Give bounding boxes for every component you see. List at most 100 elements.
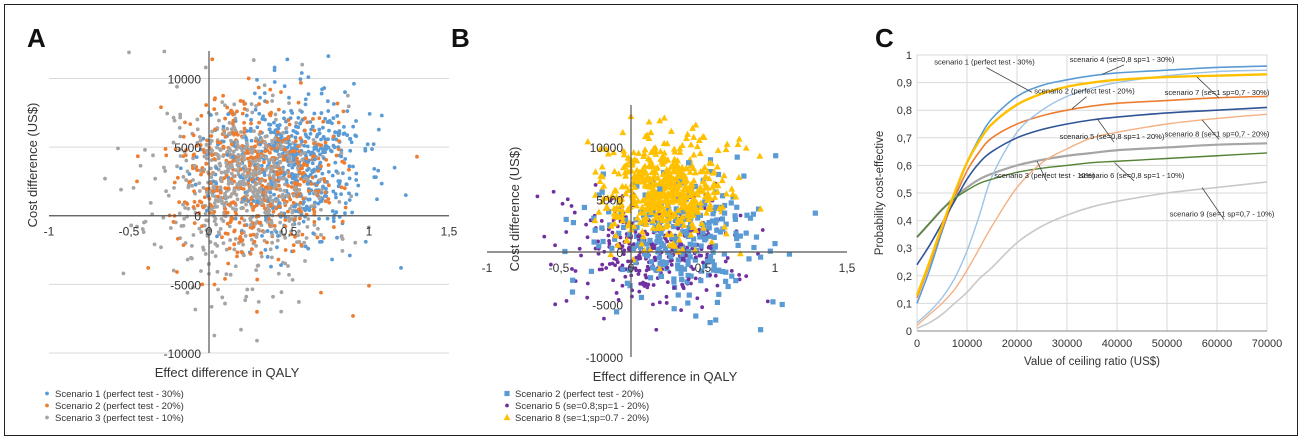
data-point xyxy=(271,294,275,299)
data-point xyxy=(216,287,220,292)
data-point xyxy=(283,218,288,222)
y-tick-label: 0,4 xyxy=(897,216,912,228)
data-point xyxy=(638,203,646,210)
annotation-label: scenario 8 (se=1 sp=0,7 - 20%) xyxy=(1165,129,1270,138)
data-point xyxy=(722,230,730,237)
data-point xyxy=(671,211,679,218)
data-point xyxy=(213,241,218,246)
data-point xyxy=(333,192,338,196)
data-point xyxy=(267,122,271,127)
data-point xyxy=(656,265,664,272)
data-point xyxy=(238,145,242,150)
data-point xyxy=(728,185,736,192)
data-point xyxy=(303,259,307,263)
data-point xyxy=(619,209,626,216)
data-point xyxy=(224,200,229,205)
data-point xyxy=(173,147,178,152)
data-point xyxy=(202,195,207,200)
data-point xyxy=(714,146,722,154)
data-point xyxy=(604,266,609,270)
data-point xyxy=(247,160,252,165)
data-point xyxy=(723,221,729,227)
data-point xyxy=(651,302,655,307)
data-point xyxy=(321,236,326,240)
data-point xyxy=(271,177,276,182)
data-point xyxy=(612,236,618,242)
x-tick-label: 0 xyxy=(628,261,635,275)
y-tick-label: 10000 xyxy=(168,72,202,86)
data-point xyxy=(303,139,308,144)
data-point xyxy=(690,195,697,202)
data-point xyxy=(688,180,696,188)
data-point xyxy=(697,204,705,211)
data-point xyxy=(667,127,675,134)
x-tick-label: 1 xyxy=(772,261,779,275)
data-point xyxy=(687,241,693,247)
data-point xyxy=(218,163,223,168)
data-point xyxy=(209,175,214,180)
data-point xyxy=(204,190,209,194)
data-point xyxy=(354,134,359,139)
data-point xyxy=(212,333,217,338)
data-point xyxy=(326,137,330,142)
data-point xyxy=(654,214,662,221)
data-point xyxy=(315,235,320,240)
data-point xyxy=(290,210,295,215)
data-point xyxy=(669,262,674,267)
data-point xyxy=(591,215,597,221)
data-point xyxy=(203,252,208,256)
data-point xyxy=(278,220,282,225)
data-point xyxy=(276,164,281,168)
data-point xyxy=(681,207,687,213)
data-point xyxy=(243,298,248,303)
legend-entry: Scenario 3 (perfect test - 10%) xyxy=(55,413,184,424)
data-point xyxy=(153,176,158,181)
data-point xyxy=(312,111,317,116)
data-point xyxy=(222,203,227,208)
data-point xyxy=(564,230,569,234)
data-point xyxy=(294,189,299,194)
data-point xyxy=(258,95,262,100)
series-line xyxy=(916,181,1268,329)
data-point xyxy=(272,68,277,73)
data-point xyxy=(699,132,707,140)
data-point xyxy=(283,261,288,266)
data-point xyxy=(645,134,653,141)
data-point xyxy=(226,186,231,191)
data-point xyxy=(670,224,677,230)
data-point xyxy=(660,139,668,146)
data-point xyxy=(269,264,273,269)
data-point xyxy=(343,201,348,206)
data-point xyxy=(191,153,196,158)
data-point xyxy=(321,147,325,152)
data-point xyxy=(692,257,698,263)
data-point xyxy=(294,120,299,125)
data-point xyxy=(746,256,752,262)
data-point xyxy=(280,131,285,135)
annotation-label: scenario 9 (se=1 sp=0,7 - 10%) xyxy=(1170,209,1275,218)
data-point xyxy=(289,160,294,165)
data-point xyxy=(214,222,219,227)
data-point xyxy=(287,163,291,168)
data-point xyxy=(289,172,294,176)
data-point xyxy=(318,152,322,157)
data-point xyxy=(622,217,629,223)
data-point xyxy=(300,109,304,114)
data-point xyxy=(249,197,254,202)
data-point xyxy=(347,198,352,202)
annotation-leader xyxy=(1114,162,1135,182)
data-point xyxy=(229,200,234,205)
data-point xyxy=(697,212,703,218)
data-point xyxy=(569,289,576,295)
data-point xyxy=(755,206,762,212)
data-point xyxy=(620,283,625,288)
data-point xyxy=(191,178,195,182)
data-point xyxy=(710,211,716,217)
data-point xyxy=(276,107,281,112)
data-point xyxy=(300,166,304,171)
data-point xyxy=(295,152,299,156)
data-point xyxy=(258,220,263,225)
data-point xyxy=(275,143,280,148)
data-point xyxy=(366,225,371,230)
data-point xyxy=(231,159,235,163)
